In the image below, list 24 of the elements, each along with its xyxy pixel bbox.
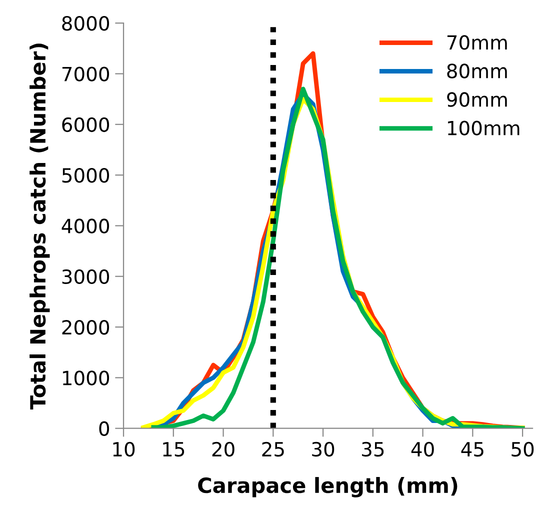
x-tick-label: 20 bbox=[212, 442, 234, 457]
y-tick-label: 1000 bbox=[62, 370, 110, 386]
x-tick-label: 25 bbox=[262, 442, 284, 457]
legend-label: 90mm bbox=[447, 92, 507, 107]
legend-label: 100mm bbox=[448, 120, 520, 136]
y-tick-label: 2000 bbox=[62, 320, 110, 335]
y-tick-label: 4000 bbox=[62, 218, 110, 234]
x-tick-label: 30 bbox=[312, 442, 334, 457]
x-tick-label: 35 bbox=[362, 442, 384, 457]
y-tick-label: 0 bbox=[99, 421, 110, 436]
x-tick-label: 45 bbox=[461, 442, 484, 457]
x-tick-label: 40 bbox=[411, 442, 434, 457]
x-tick-label: 15 bbox=[163, 442, 184, 457]
x-tick-label: 50 bbox=[512, 442, 534, 457]
y-tick-label: 7000 bbox=[62, 66, 110, 82]
legend-label: 70mm bbox=[447, 35, 507, 50]
y-tick-label: 8000 bbox=[62, 16, 110, 31]
y-tick-label: 3000 bbox=[62, 269, 110, 284]
y-tick-label: 6000 bbox=[62, 117, 110, 132]
x-tick-label: 10 bbox=[113, 442, 135, 457]
legend-label: 80mm bbox=[447, 64, 507, 78]
y-tick-label: 5000 bbox=[62, 168, 110, 183]
x-axis-title: Carapace length (mm) bbox=[198, 477, 458, 498]
y-axis-title: Total Nephrops catch (Number) bbox=[30, 44, 50, 410]
